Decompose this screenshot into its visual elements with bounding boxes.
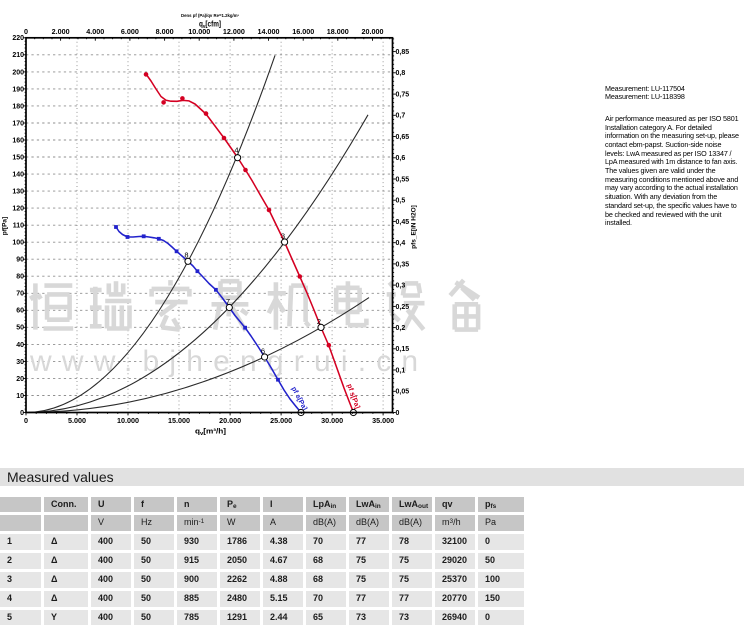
svg-text:50: 50: [16, 325, 24, 332]
svg-text:10.000: 10.000: [117, 416, 139, 425]
svg-text:8.000: 8.000: [156, 27, 174, 36]
svg-text:0,2: 0,2: [396, 325, 406, 332]
svg-text:30: 30: [16, 359, 24, 366]
svg-text:110: 110: [13, 223, 24, 230]
svg-text:90: 90: [16, 257, 24, 264]
svg-text:35.000: 35.000: [372, 416, 394, 425]
svg-text:220: 220: [12, 35, 24, 42]
svg-text:0,4: 0,4: [396, 240, 406, 247]
svg-text:210: 210: [12, 52, 24, 59]
svg-text:2.000: 2.000: [52, 27, 70, 36]
svg-text:20.000: 20.000: [362, 27, 384, 36]
svg-text:0,15: 0,15: [396, 346, 410, 353]
svg-text:7: 7: [226, 297, 230, 306]
svg-text:6.000: 6.000: [121, 27, 139, 36]
svg-text:0,55: 0,55: [396, 176, 410, 183]
svg-text:15.000: 15.000: [168, 416, 190, 425]
svg-text:0,6: 0,6: [396, 155, 406, 162]
svg-text:0,85: 0,85: [396, 49, 410, 56]
svg-text:qv[m³/h]: qv[m³/h]: [195, 427, 226, 437]
svg-text:160: 160: [12, 137, 24, 144]
svg-text:pf s[Pa]: pf s[Pa]: [290, 386, 308, 412]
svg-text:0,75: 0,75: [396, 92, 410, 99]
svg-text:0,65: 0,65: [396, 134, 410, 141]
svg-text:190: 190: [12, 86, 24, 93]
svg-text:0: 0: [20, 410, 24, 417]
svg-text:14.000: 14.000: [258, 27, 280, 36]
svg-text:200: 200: [12, 69, 24, 76]
svg-text:www.bjhengrui.cn: www.bjhengrui.cn: [29, 345, 428, 378]
svg-text:3: 3: [281, 232, 285, 241]
svg-text:0: 0: [24, 416, 28, 425]
svg-text:180: 180: [12, 103, 24, 110]
svg-text:170: 170: [12, 120, 24, 127]
svg-text:100: 100: [12, 240, 24, 247]
svg-text:16.000: 16.000: [292, 27, 314, 36]
svg-text:130: 130: [12, 189, 24, 196]
svg-text:pfs_E[iN H2O]: pfs_E[iN H2O]: [411, 205, 418, 249]
svg-text:60: 60: [16, 308, 24, 315]
svg-text:18.000: 18.000: [327, 27, 349, 36]
svg-text:0,5: 0,5: [396, 198, 406, 205]
svg-text:70: 70: [16, 291, 24, 298]
svg-text:0,35: 0,35: [396, 261, 410, 268]
svg-text:30.000: 30.000: [321, 416, 343, 425]
svg-text:qv[cfm]: qv[cfm]: [199, 20, 221, 31]
svg-text:120: 120: [12, 206, 24, 213]
svg-text:pf[Pa]: pf[Pa]: [2, 217, 9, 235]
svg-text:20.000: 20.000: [219, 416, 241, 425]
svg-text:20: 20: [16, 376, 24, 383]
svg-text:25.000: 25.000: [270, 416, 292, 425]
svg-text:0: 0: [396, 410, 400, 417]
svg-text:2: 2: [317, 317, 321, 326]
svg-text:8: 8: [184, 251, 188, 260]
svg-text:80: 80: [16, 274, 24, 281]
svg-text:12.000: 12.000: [223, 27, 245, 36]
svg-text:4.000: 4.000: [86, 27, 104, 36]
svg-text:10: 10: [16, 393, 24, 400]
svg-text:0,1: 0,1: [396, 367, 406, 374]
svg-text:0,3: 0,3: [396, 283, 406, 290]
svg-text:4: 4: [234, 146, 238, 155]
svg-text:5.000: 5.000: [68, 416, 86, 425]
svg-text:150: 150: [12, 154, 24, 161]
svg-text:0,7: 0,7: [396, 113, 406, 120]
svg-text:0: 0: [24, 27, 28, 36]
svg-text:0,8: 0,8: [396, 70, 406, 77]
svg-text:40: 40: [16, 342, 24, 349]
svg-text:0,45: 0,45: [396, 219, 410, 226]
svg-text:0,05: 0,05: [396, 389, 410, 396]
svg-text:6: 6: [261, 347, 265, 356]
svg-text:0,25: 0,25: [396, 304, 410, 311]
svg-text:Dens pf (Pa)/qv Re=1.2kg/m³: Dens pf (Pa)/qv Re=1.2kg/m³: [181, 13, 239, 18]
svg-text:140: 140: [12, 172, 24, 179]
svg-text:10.000: 10.000: [188, 27, 210, 36]
